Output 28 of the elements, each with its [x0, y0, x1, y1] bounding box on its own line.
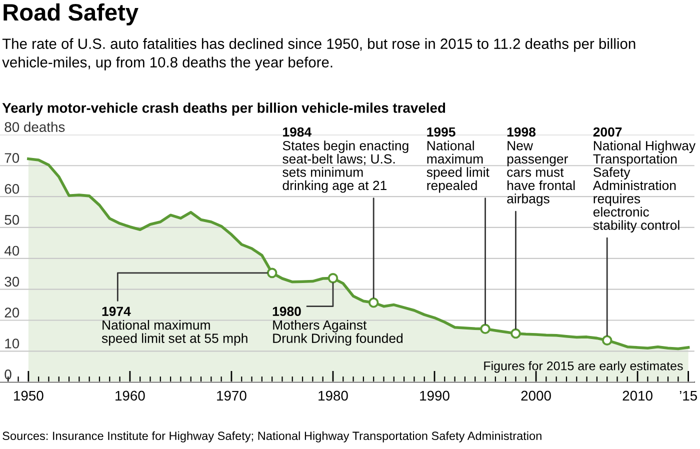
- x-tick-label: ’15: [680, 390, 697, 401]
- x-tick-label: 1950: [14, 390, 44, 401]
- y-tick-label: 0: [4, 370, 12, 380]
- y-tick-label: 60: [4, 184, 20, 194]
- annotation: 1995 National maximum speed limit repealed: [426, 127, 490, 193]
- chart-title: Road Safety: [4, 3, 138, 26]
- y-tick-label: 30: [4, 276, 20, 287]
- annotation: Figures for 2015 are early estimates: [484, 361, 683, 373]
- x-tick-label: 1960: [116, 390, 145, 401]
- annotation: 1998 New passenger cars must have frontal airbags: [507, 127, 575, 206]
- y-tick-label: 80 deaths: [4, 122, 65, 132]
- annotation: 2007 National Highway Transportation Safety Administration requires electronic stability control: [592, 127, 696, 232]
- y-tick-label: 20: [4, 308, 20, 318]
- x-tick-label: 2000: [521, 390, 551, 401]
- y-tick-label: 10: [5, 338, 20, 348]
- y-tick-label: 40: [4, 246, 20, 256]
- x-tick-label: 1970: [217, 390, 246, 401]
- annotation: 1974 National maximum speed limit set at 55 mph: [102, 306, 248, 346]
- x-tick-label: 2010: [622, 390, 652, 401]
- annotation: 1980 Mothers Against Drunk Driving founded: [272, 306, 403, 346]
- x-tick-label: 1980: [318, 390, 348, 401]
- chart-subtitle: The rate of U.S. auto fatalities has declined since 1950, but rose in 2015 to 11.2 deaths per billion vehicle-miles, up from 10.8 deaths the year before.: [2, 38, 636, 70]
- annotation: 1984 States begin enacting seat-belt laws; U.S. sets minimum drinking age at 21: [282, 127, 408, 193]
- y-tick-label: 70: [4, 153, 20, 163]
- y-tick-label: 50: [4, 214, 20, 225]
- y-axis-title: Yearly motor-vehicle crash deaths per billion vehicle-miles traveled: [2, 102, 446, 116]
- source-note: Sources: Insurance Institute for Highway Safety; National Highway Transportation Safety Administration: [2, 431, 542, 442]
- x-tick-label: 1990: [420, 390, 450, 401]
